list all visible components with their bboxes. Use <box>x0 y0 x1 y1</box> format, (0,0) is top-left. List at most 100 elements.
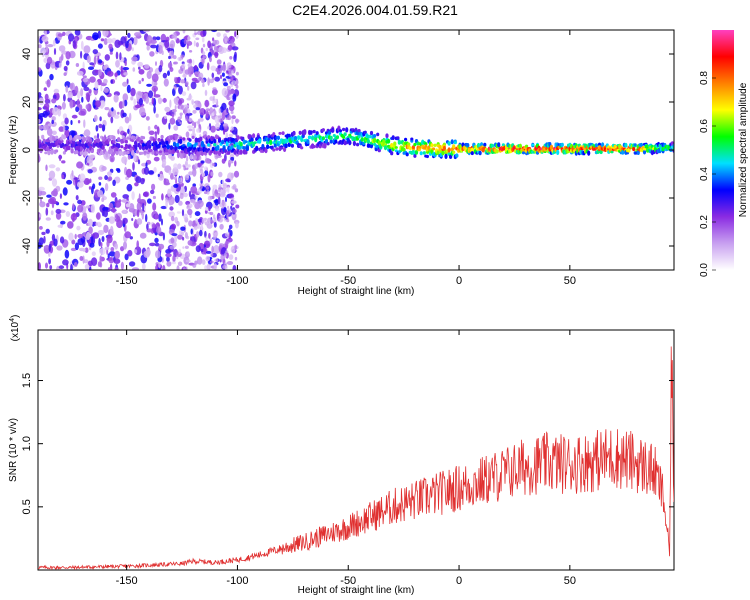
spectrogram-cell <box>69 83 74 90</box>
spectrogram-cell <box>214 150 218 155</box>
spectrogram-cell <box>452 150 456 154</box>
spectrogram-cell <box>92 99 97 109</box>
spectrogram-cell <box>188 94 193 100</box>
spectrogram-cell <box>518 143 523 149</box>
spectrogram-cell <box>57 224 63 228</box>
spectrogram-cell <box>199 117 204 122</box>
spectrogram-cell <box>188 58 193 64</box>
spectrogram-cell <box>124 139 128 144</box>
spectrogram-cell <box>162 265 166 270</box>
spectrogram-cell <box>209 56 212 63</box>
spectrogram-cell <box>101 236 105 242</box>
spectrogram-cell <box>147 125 151 131</box>
spectrogram-cell <box>84 150 88 156</box>
spectrogram-cell <box>194 141 198 146</box>
spectrogram-cell <box>106 240 110 248</box>
spectrogram-cell <box>46 202 50 208</box>
spectrogram-cell <box>173 84 177 91</box>
spectrogram-cell <box>128 261 136 267</box>
spectrogram-cell <box>74 233 77 240</box>
spectrogram-cell <box>228 160 234 164</box>
spectrogram-cell <box>497 142 501 148</box>
spectrogram-cell <box>188 65 195 75</box>
spectrogram-cell <box>204 230 207 238</box>
spectrogram-cell <box>610 150 614 154</box>
spectrogram-cell <box>45 44 49 53</box>
spectrogram-cell <box>94 80 99 90</box>
spectrogram-cell <box>633 143 637 147</box>
spectrogram-cell <box>193 220 196 226</box>
spectrogram-cell <box>219 243 224 247</box>
spectrogram-cell <box>363 130 367 135</box>
spectrogram-cell <box>72 144 76 148</box>
spectrogram-cell <box>77 90 81 99</box>
spectrogram-cell <box>190 198 196 204</box>
spectrogram-cell <box>202 55 207 59</box>
spectrogram-cell <box>198 75 201 81</box>
spectrogram-cell <box>226 186 230 193</box>
spectrogram-cell <box>82 75 87 79</box>
spectrogram-cell <box>252 133 256 139</box>
spectrogram-cell <box>43 103 50 110</box>
spectrogram-cell <box>148 90 154 99</box>
spectrogram-cell <box>174 194 180 204</box>
spectrogram-cell <box>140 177 145 185</box>
spectrogram-cell <box>264 148 268 154</box>
spectrogram-cell <box>117 137 121 143</box>
snr-chart: -150 -100 -50 0 50 0.5 1.0 1.5 Height of straig… <box>8 315 675 596</box>
spectrogram-cell <box>444 153 448 159</box>
spectrogram-cell <box>221 72 225 77</box>
spectrogram-cell <box>41 231 46 236</box>
spectrogram-cell <box>71 114 78 119</box>
spectrogram-cell <box>62 125 66 133</box>
spectrogram-cell <box>63 202 69 206</box>
spectrogram-cells <box>38 30 674 270</box>
spectrogram-cell <box>123 151 127 155</box>
spectrogram-cell <box>219 259 222 263</box>
spectrogram-x-tick-label: -50 <box>340 275 356 287</box>
snr-x-tick-label: -150 <box>116 575 138 587</box>
spectrogram-cell <box>98 176 103 180</box>
spectrogram-cell <box>194 80 200 83</box>
spectrogram-cell <box>136 202 142 212</box>
spectrogram-cell <box>115 213 119 219</box>
spectrogram-cell <box>178 99 183 106</box>
spectrogram-cell <box>169 145 173 150</box>
spectrogram-cell <box>120 145 124 149</box>
spectrogram-cell <box>221 158 226 164</box>
spectrogram-cell <box>115 51 119 60</box>
spectrogram-cell <box>154 124 158 130</box>
spectrogram-cell <box>208 232 211 239</box>
spectrogram-cell <box>173 163 178 170</box>
spectrogram-cell <box>92 49 99 55</box>
spectrogram-cell <box>45 62 51 70</box>
spectrogram-cell <box>101 145 105 150</box>
spectrogram-cell <box>209 78 214 84</box>
spectrogram-cell <box>103 78 108 84</box>
spectrogram-cell <box>425 154 429 159</box>
spectrogram-cell <box>213 46 219 53</box>
spectrogram-cell <box>110 79 113 84</box>
spectrogram-cell <box>632 146 636 152</box>
snr-xlabel: Height of straight line (km) <box>298 585 415 596</box>
spectrogram-cell <box>232 265 237 270</box>
spectrogram-cell <box>124 61 127 66</box>
spectrogram-cell <box>83 259 89 264</box>
spectrogram-cell <box>180 150 184 154</box>
spectrogram-cell <box>151 151 155 155</box>
spectrogram-cell <box>72 40 77 49</box>
spectrogram-cell <box>137 91 143 96</box>
spectrogram-cell <box>79 256 84 261</box>
spectrogram-cell <box>231 80 236 86</box>
spectrogram-cell <box>49 265 53 270</box>
spectrogram-cell <box>44 30 47 37</box>
spectrogram-cell <box>109 150 113 155</box>
spectrogram-cell <box>130 87 136 97</box>
spectrogram-cell <box>93 221 97 227</box>
spectrogram-cell <box>178 85 183 95</box>
spectrogram-cell <box>93 114 98 122</box>
spectrogram-cell <box>235 221 239 229</box>
spectrogram-cell <box>98 238 101 247</box>
spectrogram-cell <box>47 44 54 48</box>
spectrogram-cell <box>231 70 234 75</box>
